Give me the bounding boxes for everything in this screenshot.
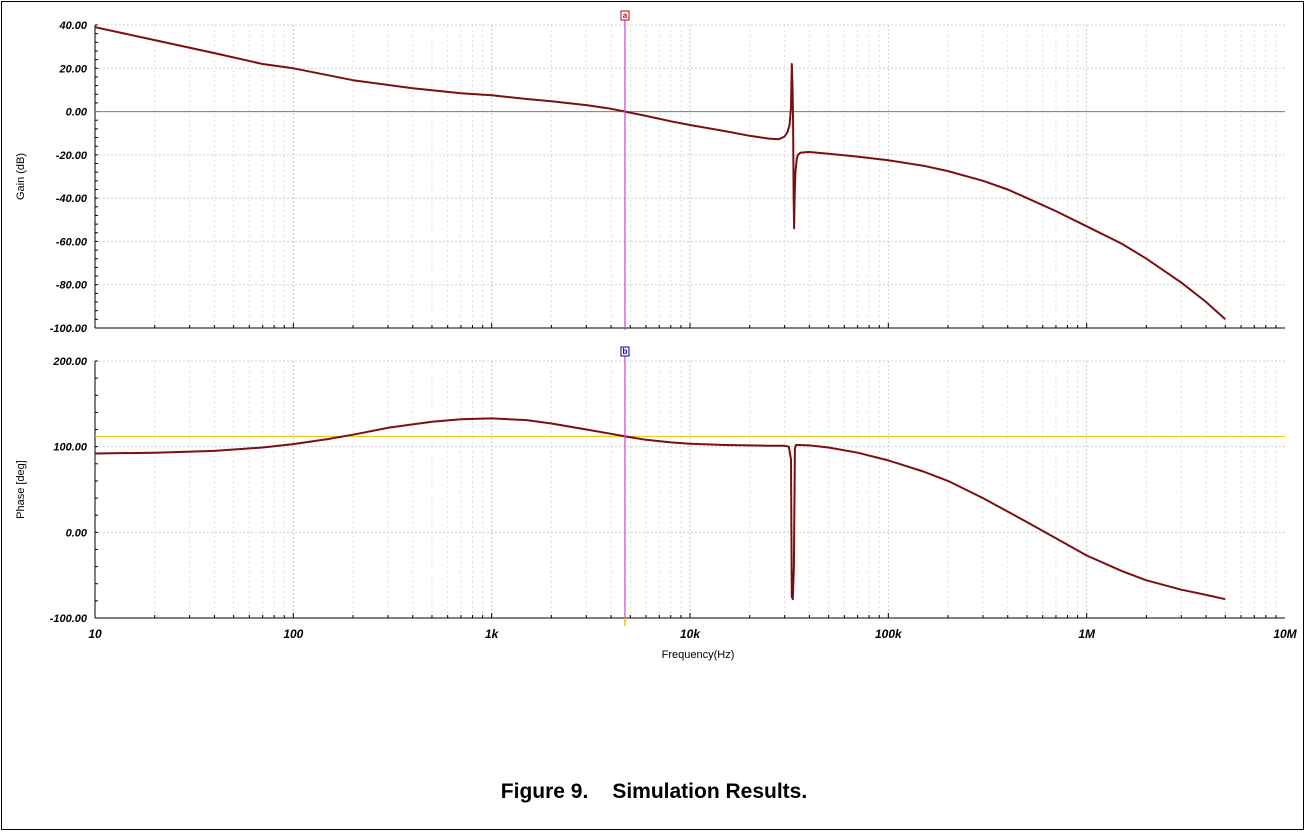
phase-cursor-label: b [623, 347, 628, 356]
phase-cursor-marker [620, 346, 630, 357]
gain-ytick-label: -80.00 [56, 280, 88, 292]
caption-number: Figure 9. [500, 780, 589, 803]
gain-ytick-label: 40.00 [58, 20, 87, 32]
phase-ylabel: Phase [deg] [15, 460, 27, 519]
gain-ytick-label: 0.00 [66, 107, 88, 119]
phase-series-line [94, 417, 1226, 601]
xtick-label: 100k [875, 627, 903, 641]
gain-ytick-label: 20.00 [58, 63, 87, 75]
figure-caption: Figure 9. Simulation Results. [0, 780, 1308, 804]
gain-ytick-label: -20.00 [56, 150, 88, 162]
phase-panel: 200.00 100.00 0.00 -100.00 b Phase [deg] [15, 346, 1285, 625]
phase-ytick-label: 100.00 [53, 442, 88, 454]
gain-ytick-label: -60.00 [56, 236, 88, 248]
xtick-label: 10 [88, 627, 102, 641]
caption-text: Simulation Results. [612, 780, 808, 803]
xtick-label: 1M [1078, 627, 1096, 641]
phase-ytick-label: -100.00 [50, 613, 88, 625]
bode-plot: 40.00 20.00 0.00 -20.00 -40.00 -60.00 -80.00 -1… [15, 10, 1298, 661]
gain-ytick-label: -100.00 [50, 323, 88, 335]
xlabel: Frequency(Hz) [662, 649, 735, 661]
xtick-label: 1k [485, 627, 500, 641]
gain-cursor-label: a [623, 11, 628, 20]
gain-series-line [94, 26, 1226, 321]
gain-ytick-label: -40.00 [56, 193, 88, 205]
xtick-label: 10k [680, 627, 701, 641]
xtick-label: 10M [1273, 627, 1297, 641]
phase-ytick-label: 200.00 [52, 356, 88, 368]
gain-ylabel: Gain (dB) [15, 153, 27, 200]
xtick-label: 100 [283, 627, 303, 641]
phase-ytick-label: 0.00 [66, 527, 88, 539]
gain-panel: 40.00 20.00 0.00 -20.00 -40.00 -60.00 -80.00 -1… [15, 10, 1285, 335]
gain-cursor-marker [620, 10, 630, 21]
